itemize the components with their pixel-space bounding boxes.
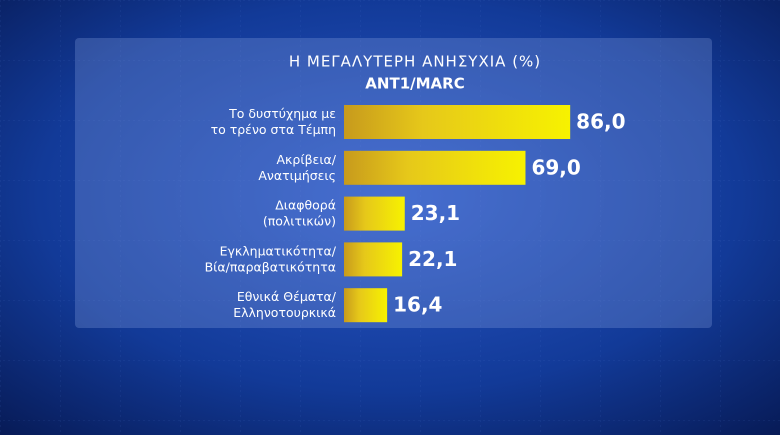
category-label: Το δυστύχημα με το τρένο στα Τέμπη <box>211 106 336 137</box>
chart-subtitle: ANT1/MARC <box>365 75 464 93</box>
bar <box>344 150 526 185</box>
category-label: Εθνικά Θέματα/Ελληνοτουρκικά <box>233 289 337 320</box>
category-line: Διαφθορά <box>275 197 336 212</box>
category-line: Εθνικά Θέματα/ <box>237 289 337 304</box>
category-line: Ανατιμήσεις <box>258 167 336 182</box>
bar <box>344 105 571 139</box>
bar <box>344 242 403 277</box>
category-line: Το δυστύχημα με <box>228 106 336 121</box>
bar <box>344 196 405 231</box>
category-line: Εγκληματικότητα/ <box>220 243 337 258</box>
category-line: το τρένο στα Τέμπη <box>211 122 336 137</box>
bar <box>344 288 388 323</box>
value-label: 69,0 <box>531 155 580 179</box>
category-line: Ελληνοτουρκικά <box>233 305 336 320</box>
value-label: 22,1 <box>408 247 457 271</box>
value-label: 86,0 <box>576 110 625 134</box>
category-label: Ακρίβεια/Ανατιμήσεις <box>258 151 336 182</box>
category-line: Βία/παραβατικότητα <box>205 259 336 274</box>
value-label: 23,1 <box>411 201 460 225</box>
chart-title: Η ΜΕΓΑΛΥΤΕΡΗ ΑΝΗΣΥΧΙΑ (%) <box>289 53 541 71</box>
value-label: 16,4 <box>393 293 442 317</box>
category-label: Διαφθορά (πολιτικών) <box>263 197 336 228</box>
category-line: Ακρίβεια/ <box>277 151 337 166</box>
category-label: Εγκληματικότητα/Βία/παραβατικότητα <box>205 243 337 274</box>
category-line: (πολιτικών) <box>263 213 336 228</box>
